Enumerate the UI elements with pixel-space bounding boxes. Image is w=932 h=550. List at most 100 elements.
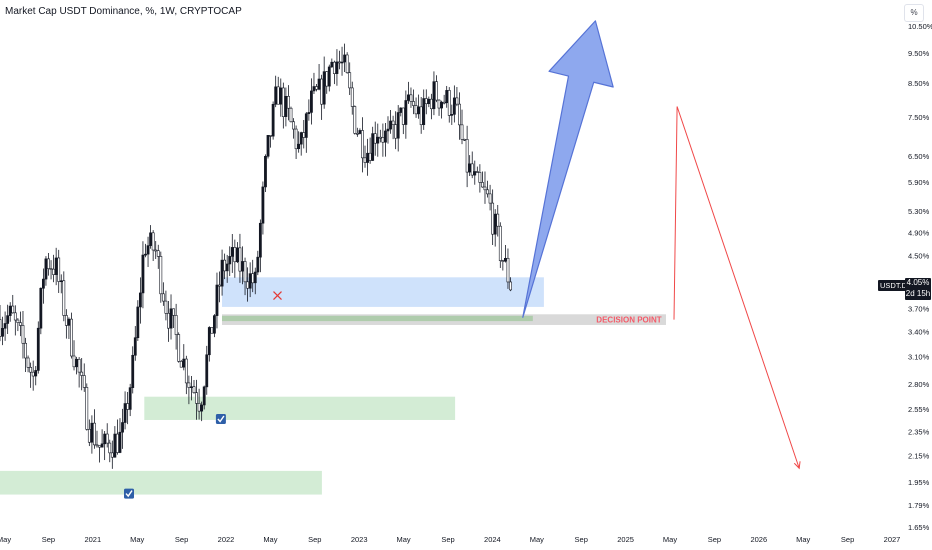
candle-body bbox=[506, 257, 510, 283]
x-tick-label: Sep bbox=[841, 535, 854, 544]
candle-body bbox=[41, 278, 45, 289]
candle-body bbox=[447, 90, 451, 116]
candle-body bbox=[271, 103, 275, 137]
candle-body bbox=[174, 315, 178, 335]
candle-body bbox=[363, 157, 367, 163]
zone-darkgreen bbox=[222, 315, 533, 322]
candle-body bbox=[335, 61, 339, 74]
candle-body bbox=[284, 95, 288, 117]
candle-body bbox=[197, 403, 201, 412]
candle-body bbox=[118, 431, 122, 453]
y-tick-label: 3.10% bbox=[908, 352, 930, 361]
candle-body bbox=[243, 261, 247, 283]
x-tick-label: May bbox=[397, 535, 411, 544]
candle-body bbox=[376, 136, 380, 144]
candle-body bbox=[417, 106, 421, 115]
candle-body bbox=[11, 305, 15, 314]
candle-body bbox=[116, 433, 119, 453]
x-tick-label: May bbox=[796, 535, 810, 544]
candle-body bbox=[488, 193, 492, 204]
y-tick-label: 5.90% bbox=[908, 178, 930, 187]
candle-body bbox=[429, 98, 433, 110]
candle-body bbox=[384, 130, 387, 143]
candle-body bbox=[238, 247, 242, 272]
candle-body bbox=[442, 101, 446, 104]
candle-body bbox=[34, 370, 38, 377]
percent-scale-button[interactable]: % bbox=[904, 4, 924, 22]
bearish-projection-line bbox=[673, 106, 800, 469]
candle-body bbox=[317, 78, 321, 90]
candle-body bbox=[138, 292, 142, 308]
candle-body bbox=[136, 306, 140, 339]
candle-body bbox=[445, 90, 449, 104]
candle-body bbox=[332, 61, 336, 74]
candle-body bbox=[310, 90, 313, 113]
candle-body bbox=[52, 268, 56, 275]
current-price-tag: 4.05% 2d 15h bbox=[905, 278, 931, 300]
candle-body bbox=[126, 403, 130, 410]
y-tick-label: 3.40% bbox=[908, 327, 930, 336]
candle-body bbox=[419, 106, 423, 126]
candle-body bbox=[473, 171, 477, 176]
candle-body bbox=[241, 261, 244, 272]
candle-body bbox=[190, 386, 193, 389]
candle-body bbox=[432, 81, 436, 110]
y-tick-label: 9.50% bbox=[908, 49, 930, 58]
candle-body bbox=[146, 245, 150, 255]
candle-body bbox=[108, 442, 112, 454]
x-tick-label: May bbox=[0, 535, 11, 544]
y-tick-label: 7.50% bbox=[908, 113, 930, 122]
candle-body bbox=[218, 284, 221, 287]
x-tick-label: Sep bbox=[441, 535, 454, 544]
candle-body bbox=[327, 66, 331, 87]
candle-body bbox=[496, 213, 500, 227]
candle-body bbox=[361, 130, 364, 159]
candle-body bbox=[294, 128, 298, 150]
candle-body bbox=[350, 87, 354, 107]
candle-body bbox=[103, 433, 107, 445]
candle-body bbox=[475, 171, 479, 173]
candle-body bbox=[373, 133, 377, 144]
candle-body bbox=[98, 445, 101, 448]
x-tick-label: 2023 bbox=[351, 535, 368, 544]
candle-body bbox=[345, 54, 349, 73]
candle-body bbox=[401, 107, 405, 125]
x-tick-label: 2026 bbox=[750, 535, 767, 544]
candle-body bbox=[151, 232, 155, 251]
candle-body bbox=[70, 318, 73, 357]
candle-body bbox=[458, 103, 461, 126]
candle-body bbox=[322, 71, 326, 105]
x-tick-label: May bbox=[130, 535, 144, 544]
candle-body bbox=[253, 271, 257, 284]
candle-body bbox=[422, 98, 426, 126]
candle-body bbox=[8, 305, 12, 316]
candle-body bbox=[230, 247, 234, 257]
candle-body bbox=[179, 361, 183, 368]
candle-body bbox=[455, 97, 459, 105]
y-tick-label: 2.80% bbox=[908, 380, 930, 389]
candle-body bbox=[80, 371, 84, 376]
candle-body bbox=[31, 371, 35, 377]
x-tick-label: 2022 bbox=[218, 535, 235, 544]
candle-body bbox=[386, 128, 390, 132]
bar-countdown: 2d 15h bbox=[905, 288, 931, 298]
candle-body bbox=[248, 273, 252, 289]
candles bbox=[0, 43, 512, 469]
y-tick-label: 10.50% bbox=[908, 22, 932, 31]
candle-body bbox=[72, 355, 76, 368]
candle-body bbox=[391, 120, 395, 125]
candle-body bbox=[435, 81, 438, 101]
candle-body bbox=[64, 315, 68, 326]
candle-body bbox=[210, 327, 214, 334]
candle-body bbox=[396, 112, 400, 139]
candle-body bbox=[264, 155, 267, 188]
candle-body bbox=[325, 71, 329, 87]
candle-body bbox=[246, 281, 249, 289]
candle-body bbox=[159, 256, 163, 295]
candle-body bbox=[6, 315, 10, 324]
candle-body bbox=[312, 86, 316, 92]
x-tick-label: Sep bbox=[175, 535, 188, 544]
candle-body bbox=[427, 98, 431, 105]
